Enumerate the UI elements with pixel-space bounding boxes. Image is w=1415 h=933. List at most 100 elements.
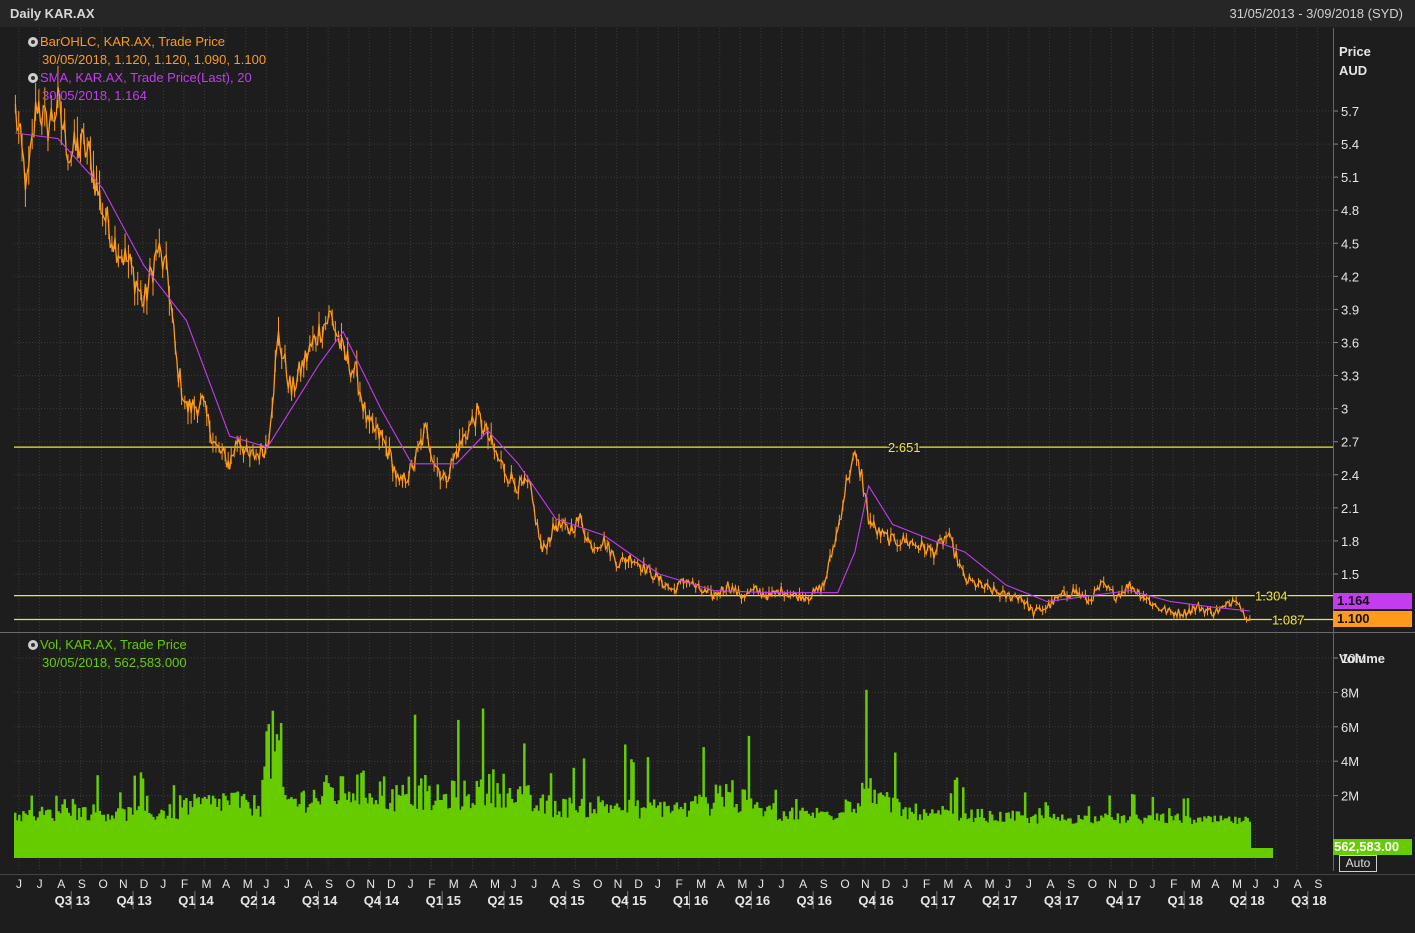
volume-bar	[1215, 821, 1218, 858]
volume-bar	[1042, 818, 1045, 858]
vol-legend-name: Vol, KAR.AX, Trade Price	[40, 637, 187, 652]
month-label: A	[1046, 877, 1054, 891]
volume-bar	[1194, 822, 1198, 858]
volume-bar	[275, 734, 279, 858]
volume-bar	[1015, 811, 1019, 858]
vol-legend-row[interactable]: Vol, KAR.AX, Trade Price	[28, 636, 187, 654]
volume-bar	[502, 773, 505, 858]
volume-bar	[523, 743, 526, 858]
volume-bar	[879, 792, 883, 858]
quarter-label: Q3 16	[797, 893, 832, 908]
ohlc-legend-row[interactable]: BarOHLC, KAR.AX, Trade Price	[28, 33, 266, 51]
volume-bar	[450, 780, 454, 858]
reference-line-label: 1.304	[1255, 589, 1288, 604]
volume-bar	[819, 811, 823, 858]
volume-bar	[228, 805, 231, 858]
volume-bar	[1104, 813, 1107, 858]
volume-bar	[799, 810, 802, 858]
volume-bar	[527, 785, 530, 858]
price-series-line[interactable]	[14, 86, 1251, 622]
volume-base-band	[14, 848, 1273, 858]
volume-bar	[382, 776, 386, 858]
pin-icon[interactable]	[28, 73, 38, 83]
volume-bar	[856, 803, 860, 858]
volume-bar	[955, 777, 959, 858]
volume-bar	[898, 802, 901, 858]
volume-bar	[1172, 820, 1175, 858]
volume-bar	[1048, 816, 1052, 858]
volume-bar	[772, 803, 775, 858]
volume-bar	[492, 769, 495, 858]
volume-bar	[778, 818, 782, 858]
volume-tick-label: 8M	[1341, 685, 1359, 700]
pin-icon[interactable]	[28, 37, 38, 47]
volume-bar	[325, 775, 328, 858]
volume-bar	[1005, 812, 1008, 858]
volume-bar	[529, 794, 532, 858]
month-label: A	[222, 877, 230, 891]
volume-bar	[1197, 817, 1200, 858]
volume-bar	[191, 807, 194, 858]
volume-bar	[1234, 816, 1237, 858]
volume-bar	[572, 767, 575, 858]
volume-bar	[1114, 820, 1117, 858]
month-label: M	[201, 877, 211, 891]
price-panel	[0, 28, 1415, 632]
volume-bar	[966, 819, 969, 858]
month-label: S	[572, 877, 580, 891]
volume-bar	[310, 802, 314, 858]
volume-bar	[440, 800, 444, 858]
volume-bar	[811, 812, 815, 858]
volume-bar	[333, 801, 336, 858]
volume-bar	[77, 808, 81, 858]
quarter-label: Q2 15	[487, 893, 522, 908]
volume-bar	[999, 811, 1002, 858]
volume-bar	[601, 800, 604, 858]
volume-bar	[595, 813, 598, 858]
volume-bar	[739, 811, 742, 858]
volume-bar	[1126, 820, 1130, 858]
volume-bar	[267, 724, 270, 858]
volume-bar	[1063, 819, 1066, 858]
volume-bar	[1201, 821, 1204, 858]
auto-scale-button[interactable]: Auto	[1339, 855, 1377, 872]
volume-bar	[1102, 817, 1105, 858]
pin-icon[interactable]	[28, 640, 38, 650]
volume-bar	[1028, 823, 1031, 858]
month-label: A	[799, 877, 807, 891]
sma-series-line[interactable]	[15, 132, 1250, 612]
volume-bar	[49, 809, 52, 858]
volume-bar	[1079, 818, 1082, 858]
month-label: A	[717, 877, 725, 891]
volume-bar	[358, 804, 361, 858]
reference-line-label: 2.651	[888, 440, 921, 455]
volume-bar	[298, 804, 301, 858]
volume-bar	[415, 808, 419, 858]
quarter-label: Q4 17	[1106, 893, 1141, 908]
month-label: N	[1108, 877, 1117, 891]
volume-bar	[1227, 816, 1231, 858]
price-tick-label: 3	[1341, 402, 1348, 417]
sma-legend-row[interactable]: SMA, KAR.AX, Trade Price(Last), 20	[28, 69, 266, 87]
volume-bar	[459, 809, 462, 858]
volume-bar	[770, 809, 773, 858]
volume-bar	[582, 758, 586, 858]
volume-bar	[407, 776, 411, 858]
volume-bar	[1034, 814, 1037, 858]
volume-bar	[1118, 823, 1122, 858]
volume-bar	[141, 778, 145, 858]
date-range[interactable]: 31/05/2013 - 3/09/2018 (SYD)	[1229, 6, 1403, 21]
volume-bar	[1246, 818, 1249, 858]
volume-bar	[1230, 821, 1233, 858]
price-axis-title: Price	[1339, 44, 1371, 59]
volume-bar	[152, 816, 155, 858]
volume-bar	[288, 798, 291, 858]
volume-bar	[941, 806, 944, 858]
volume-bar	[197, 797, 200, 858]
month-label: S	[78, 877, 86, 891]
price-tick-label: 5.7	[1341, 104, 1359, 119]
volume-bar	[139, 772, 143, 858]
volume-bar	[277, 740, 281, 858]
